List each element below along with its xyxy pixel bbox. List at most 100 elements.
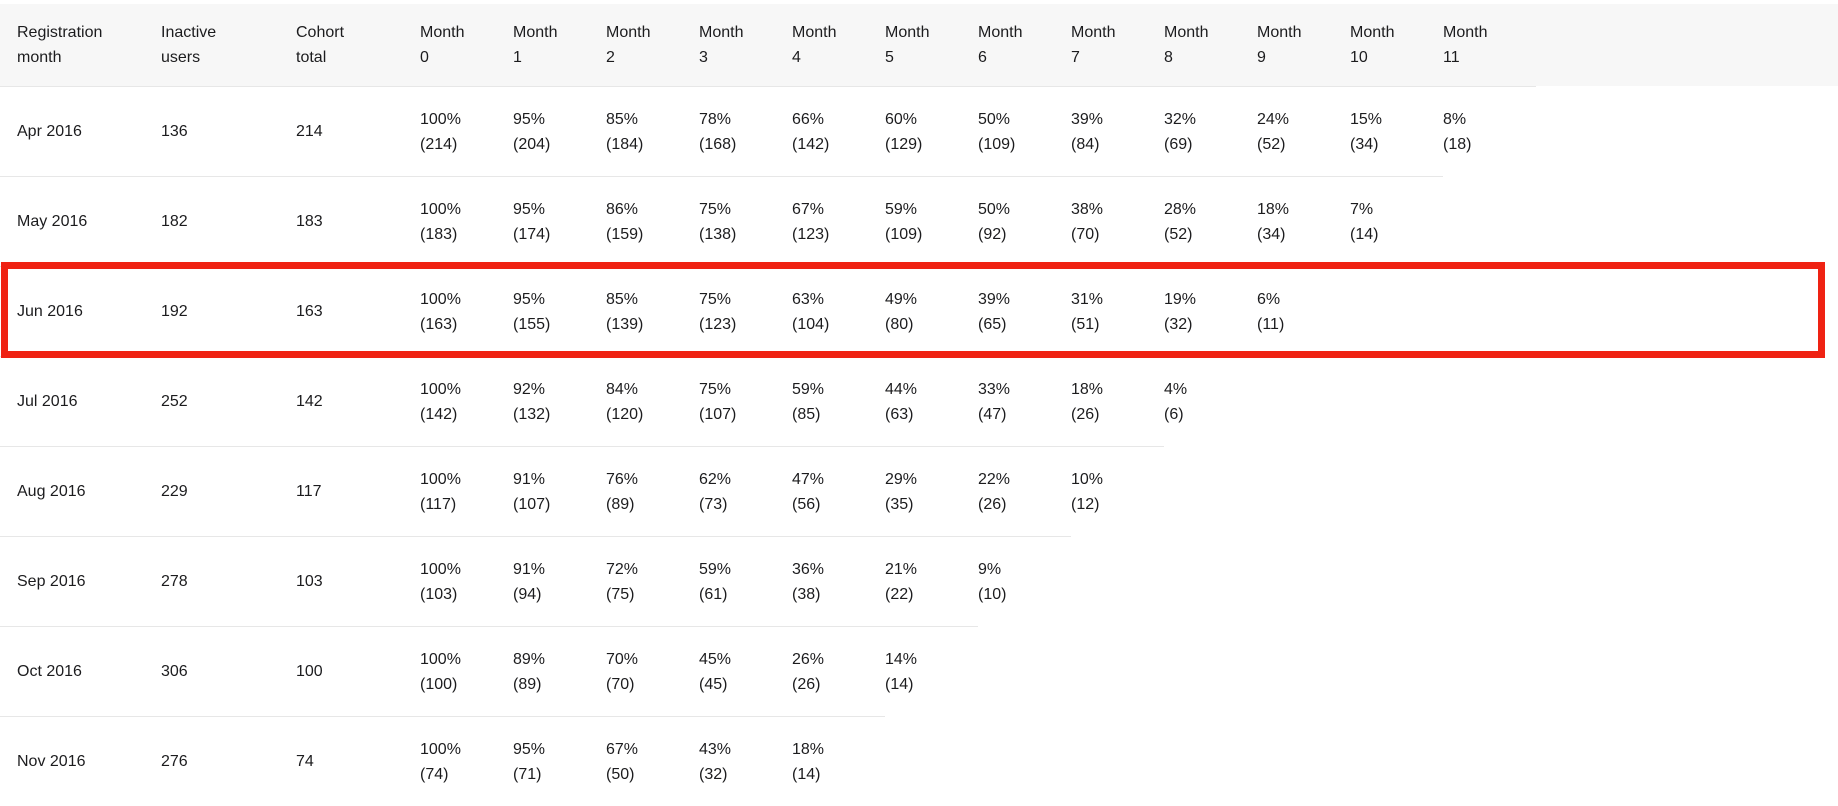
- retention-pct-value: 18%: [792, 740, 825, 758]
- retention-pct-value: 33%: [978, 380, 1011, 398]
- retention-count-value: (85): [792, 405, 821, 423]
- retention-pct-value: 95%: [513, 740, 546, 758]
- retention-pct-value: 100%: [420, 650, 461, 668]
- retention-pct-value: 92%: [513, 380, 546, 398]
- inactive-users-cell: 306: [161, 626, 296, 716]
- retention-count-value: (34): [1257, 225, 1286, 243]
- table-row[interactable]: Oct 2016 306 100 100% (100) 89% (89) 70%…: [0, 626, 1838, 716]
- retention-count-value: (204): [513, 135, 551, 153]
- retention-count-value: (107): [699, 405, 737, 423]
- retention-count-value: (10): [978, 585, 1007, 603]
- retention-pct-value: 75%: [699, 380, 732, 398]
- column-header-label: Month 1: [513, 24, 558, 66]
- registration-month-value: Jul 2016: [17, 393, 78, 410]
- retention-count-value: (109): [885, 225, 923, 243]
- retention-cell: 85% (184): [606, 86, 699, 176]
- retention-pct-value: 95%: [513, 110, 546, 128]
- column-header-label: Cohort total: [296, 24, 345, 66]
- table-row[interactable]: May 2016 182 183 100% (183) 95% (174) 86…: [0, 176, 1838, 266]
- cohort-total-value: 100: [296, 663, 323, 680]
- retention-cell: 7% (14): [1350, 176, 1443, 266]
- retention-count-value: (71): [513, 765, 542, 783]
- retention-cell: 39% (65): [978, 266, 1071, 356]
- table-row[interactable]: Jul 2016 252 142 100% (142) 92% (132) 84…: [0, 356, 1838, 446]
- retention-pct-value: 85%: [606, 110, 639, 128]
- retention-cell: [1071, 716, 1164, 806]
- retention-pct-value: 75%: [699, 290, 732, 308]
- retention-count-value: (11): [1257, 315, 1285, 333]
- retention-cell: 100% (214): [420, 86, 513, 176]
- retention-cell: 100% (142): [420, 356, 513, 446]
- table-row[interactable]: Aug 2016 229 117 100% (117) 91% (107) 76…: [0, 446, 1838, 536]
- retention-cell: 63% (104): [792, 266, 885, 356]
- cohort-total-cell: 163: [296, 266, 420, 356]
- registration-month-value: Sep 2016: [17, 573, 86, 590]
- retention-pct-value: 39%: [978, 290, 1011, 308]
- column-header-label: Month 11: [1443, 24, 1488, 66]
- retention-cell: 18% (26): [1071, 356, 1164, 446]
- retention-cell: 43% (32): [699, 716, 792, 806]
- column-header-label: Registration month: [17, 24, 103, 66]
- table-row-selected[interactable]: Jun 2016 192 163 100% (163) 95% (155) 85…: [0, 262, 1838, 358]
- retention-cell: [1257, 536, 1350, 626]
- retention-cell: [1443, 446, 1536, 536]
- table-row[interactable]: Apr 2016 136 214 100% (214) 95% (204) 85…: [0, 86, 1838, 176]
- retention-cell: 75% (138): [699, 176, 792, 266]
- column-header: Month 8: [1164, 20, 1257, 70]
- retention-cell: 84% (120): [606, 356, 699, 446]
- retention-count-value: (174): [513, 225, 551, 243]
- retention-count-value: (65): [978, 315, 1007, 333]
- retention-cell: [1443, 176, 1536, 266]
- retention-cell: 78% (168): [699, 86, 792, 176]
- registration-month-cell: Jun 2016: [0, 266, 161, 356]
- retention-pct-value: 85%: [606, 290, 639, 308]
- retention-count-value: (26): [978, 495, 1007, 513]
- retention-count-value: (142): [792, 135, 830, 153]
- retention-pct-value: 91%: [513, 470, 546, 488]
- inactive-users-value: 136: [161, 123, 188, 140]
- retention-count-value: (214): [420, 135, 458, 153]
- column-header: Month 3: [699, 20, 792, 70]
- retention-count-value: (100): [420, 675, 458, 693]
- retention-pct-value: 72%: [606, 560, 639, 578]
- registration-month-cell: Apr 2016: [0, 86, 161, 176]
- retention-count-value: (51): [1071, 315, 1100, 333]
- cohort-total-cell: 103: [296, 536, 420, 626]
- retention-cell: 95% (71): [513, 716, 606, 806]
- retention-cell: 6% (11): [1257, 266, 1350, 356]
- retention-cell: [1164, 716, 1257, 806]
- retention-cell: 47% (56): [792, 446, 885, 536]
- retention-cell: [1350, 356, 1443, 446]
- retention-pct-value: 15%: [1350, 110, 1383, 128]
- retention-cell: 50% (92): [978, 176, 1071, 266]
- retention-cell: [1164, 536, 1257, 626]
- retention-pct-value: 100%: [420, 110, 461, 128]
- retention-count-value: (183): [420, 225, 458, 243]
- retention-count-value: (69): [1164, 135, 1193, 153]
- retention-count-value: (84): [1071, 135, 1100, 153]
- retention-pct-value: 39%: [1071, 110, 1104, 128]
- table-row[interactable]: Nov 2016 276 74 100% (74) 95% (71) 67% (…: [0, 716, 1838, 806]
- retention-pct-value: 67%: [792, 200, 825, 218]
- retention-cell: 24% (52): [1257, 86, 1350, 176]
- registration-month-cell: Nov 2016: [0, 716, 161, 806]
- table-row[interactable]: Sep 2016 278 103 100% (103) 91% (94) 72%…: [0, 536, 1838, 626]
- retention-pct-value: 38%: [1071, 200, 1104, 218]
- cohort-retention-table: Registration month Inactive users Cohort t…: [0, 4, 1838, 806]
- retention-count-value: (38): [792, 585, 821, 603]
- retention-cell: 67% (123): [792, 176, 885, 266]
- retention-cell: 45% (45): [699, 626, 792, 716]
- retention-count-value: (123): [792, 225, 830, 243]
- retention-count-value: (14): [792, 765, 821, 783]
- column-header-label: Month 8: [1164, 24, 1209, 66]
- retention-pct-value: 100%: [420, 470, 461, 488]
- registration-month-value: Jun 2016: [17, 303, 83, 320]
- retention-cell: [1071, 626, 1164, 716]
- retention-cell: [1257, 446, 1350, 536]
- retention-pct-value: 29%: [885, 470, 918, 488]
- retention-cell: 75% (123): [699, 266, 792, 356]
- retention-pct-value: 24%: [1257, 110, 1290, 128]
- retention-cell: [1443, 536, 1536, 626]
- retention-pct-value: 50%: [978, 110, 1011, 128]
- retention-count-value: (89): [513, 675, 542, 693]
